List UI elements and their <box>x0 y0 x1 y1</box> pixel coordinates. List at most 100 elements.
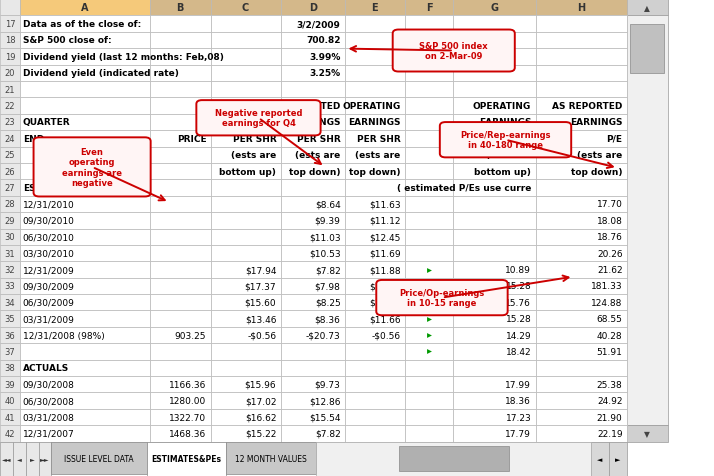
Bar <box>453 262 536 278</box>
Bar <box>453 196 536 213</box>
Bar <box>536 180 627 196</box>
Bar <box>211 262 281 278</box>
Bar <box>405 98 453 115</box>
Text: 3/2/2009: 3/2/2009 <box>297 20 341 29</box>
Text: 03/31/2008: 03/31/2008 <box>23 413 75 422</box>
Bar <box>591 442 609 476</box>
Text: top down): top down) <box>289 167 341 176</box>
Text: PRICE: PRICE <box>177 135 206 144</box>
Text: $7.98: $7.98 <box>315 282 341 291</box>
Text: 32: 32 <box>5 266 15 275</box>
Bar <box>453 409 536 426</box>
Text: G: G <box>491 3 498 13</box>
Bar <box>398 446 508 471</box>
Bar <box>0 229 20 246</box>
Bar <box>536 65 627 82</box>
Text: ◄◄: ◄◄ <box>1 456 11 461</box>
Bar <box>405 65 453 82</box>
Bar <box>150 295 211 311</box>
Text: $12.86: $12.86 <box>309 397 341 406</box>
Bar <box>405 49 453 65</box>
Bar <box>20 180 150 196</box>
Bar <box>211 393 281 409</box>
Bar <box>211 360 281 377</box>
Text: $15.54: $15.54 <box>309 413 341 422</box>
Bar <box>0 311 20 327</box>
Bar <box>536 246 627 262</box>
Bar <box>281 33 345 49</box>
Text: bottom up): bottom up) <box>474 167 531 176</box>
Bar <box>405 409 453 426</box>
Bar <box>345 115 405 131</box>
Bar <box>281 409 345 426</box>
Text: 18: 18 <box>5 36 15 45</box>
Bar <box>146 442 226 476</box>
Bar <box>150 49 211 65</box>
Bar <box>405 164 453 180</box>
Bar <box>345 311 405 327</box>
Bar <box>536 147 627 164</box>
Text: Negative reported
earnings for Q4: Negative reported earnings for Q4 <box>215 109 302 128</box>
Bar <box>211 426 281 442</box>
Text: 68.55: 68.55 <box>597 315 623 324</box>
Bar <box>281 180 345 196</box>
Text: 14.29: 14.29 <box>506 331 531 340</box>
Text: E: E <box>371 3 378 13</box>
Text: 17.23: 17.23 <box>506 413 531 422</box>
Text: AS REPORTED: AS REPORTED <box>552 102 623 111</box>
Bar <box>453 180 536 196</box>
Text: 33: 33 <box>4 282 16 291</box>
Bar <box>281 246 345 262</box>
Bar <box>536 98 627 115</box>
Bar <box>405 344 453 360</box>
Bar <box>453 65 536 82</box>
Bar <box>211 246 281 262</box>
Bar <box>39 442 51 476</box>
Text: $12.42: $12.42 <box>369 298 401 307</box>
Bar <box>150 262 211 278</box>
Bar <box>211 98 281 115</box>
Text: (ests are: (ests are <box>578 151 623 160</box>
Bar <box>405 180 453 196</box>
Bar <box>150 327 211 344</box>
Bar <box>281 262 345 278</box>
Bar <box>211 0 281 16</box>
Text: 06/30/2009: 06/30/2009 <box>23 298 75 307</box>
Bar <box>150 360 211 377</box>
Text: 18.08: 18.08 <box>597 217 623 225</box>
Bar <box>536 115 627 131</box>
Bar <box>211 295 281 311</box>
Bar <box>345 196 405 213</box>
Text: 12/31/2008 (98%): 12/31/2008 (98%) <box>23 331 104 340</box>
Text: top down): top down) <box>349 167 401 176</box>
Text: 31: 31 <box>5 249 15 258</box>
Text: 34: 34 <box>5 298 15 307</box>
Bar <box>150 196 211 213</box>
Bar <box>0 327 20 344</box>
Text: H: H <box>577 3 585 13</box>
Bar <box>20 16 150 33</box>
Bar <box>281 131 345 147</box>
Bar <box>281 147 345 164</box>
Bar <box>345 229 405 246</box>
Bar <box>405 311 453 327</box>
Text: 1468.36: 1468.36 <box>169 429 206 438</box>
Bar <box>0 196 20 213</box>
Bar <box>20 115 150 131</box>
Text: $7.82: $7.82 <box>315 429 341 438</box>
Bar <box>281 393 345 409</box>
Bar <box>211 278 281 295</box>
Text: 37: 37 <box>4 347 16 356</box>
Text: P/E: P/E <box>516 135 531 144</box>
Bar <box>13 442 26 476</box>
Bar <box>20 131 150 147</box>
Bar <box>0 246 20 262</box>
Text: 21.62: 21.62 <box>597 266 623 275</box>
Text: EARNINGS: EARNINGS <box>223 118 276 127</box>
Bar <box>345 82 405 98</box>
Text: 40.28: 40.28 <box>597 331 623 340</box>
Bar <box>281 229 345 246</box>
Text: 30: 30 <box>5 233 15 242</box>
Bar <box>0 0 20 16</box>
Bar <box>345 147 405 164</box>
